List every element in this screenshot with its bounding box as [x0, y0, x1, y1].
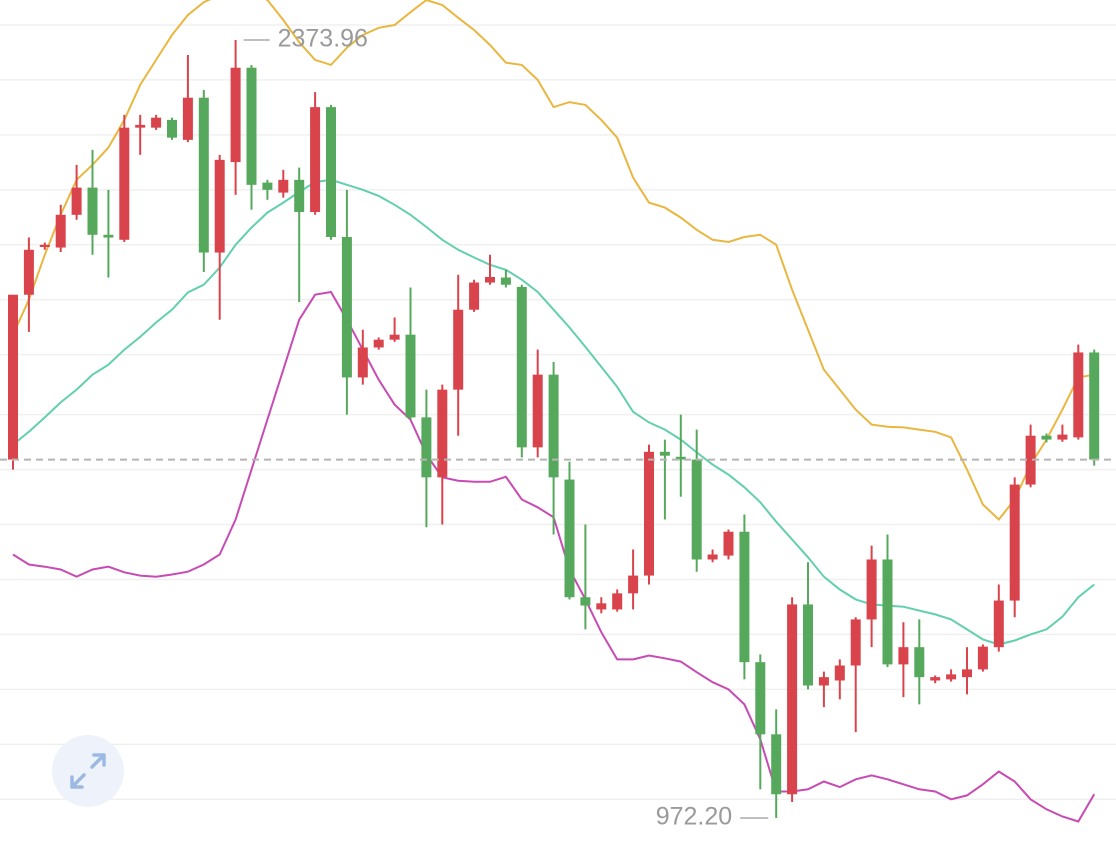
candle-body: [993, 600, 1004, 648]
candle-body: [930, 677, 941, 681]
candle-body: [341, 237, 352, 378]
candle-body: [1041, 435, 1052, 440]
band-line: [12, 0, 1095, 521]
candle-body: [771, 734, 782, 795]
candle-body: [962, 669, 972, 678]
candle-body: [787, 604, 798, 795]
candle-body: [834, 665, 845, 681]
candle-body: [119, 127, 130, 240]
candle-body: [755, 662, 766, 735]
candle-body: [357, 347, 368, 378]
candle-body: [39, 244, 50, 247]
candle-body: [628, 575, 639, 594]
candle-body: [818, 677, 829, 686]
grid: [0, 24, 1116, 801]
candle-body: [675, 456, 686, 460]
candle-body: [739, 531, 750, 663]
candle-body: [246, 67, 257, 185]
expand-button-bg[interactable]: [52, 735, 124, 807]
candle-body: [421, 417, 432, 478]
candle-body: [469, 282, 480, 310]
candle-body: [866, 559, 877, 620]
candle-body: [612, 593, 623, 610]
candle-body: [437, 389, 448, 478]
candle-body: [23, 249, 34, 295]
candle-body: [151, 117, 162, 128]
candle-body: [1025, 435, 1036, 485]
candle-body: [500, 277, 511, 285]
candle-body: [723, 531, 734, 556]
candle-body: [977, 646, 988, 670]
expand-button[interactable]: [52, 735, 124, 807]
candle-body: [516, 286, 527, 448]
candle-body: [87, 187, 98, 235]
candle-body: [564, 479, 575, 598]
candle-body: [103, 234, 114, 238]
expand-icon[interactable]: [70, 753, 106, 789]
candle-body: [850, 619, 861, 666]
candle-body: [135, 124, 146, 128]
candle-body: [644, 451, 654, 576]
candle-body: [707, 554, 718, 560]
candle-body: [898, 647, 909, 665]
candle-body: [1089, 352, 1100, 460]
candle-body: [659, 451, 670, 456]
candle-body: [803, 604, 813, 686]
candle-body: [946, 674, 957, 680]
candle-body: [532, 374, 543, 448]
candle-body: [8, 294, 18, 460]
candle-body: [580, 597, 591, 606]
candle-body: [230, 67, 241, 163]
candles: [0, 39, 1116, 819]
candle-body: [548, 374, 559, 478]
candle-body: [882, 559, 893, 665]
candle-body: [294, 179, 305, 213]
candle-body: [326, 107, 336, 238]
band-line: [12, 178, 1095, 646]
candle-body: [914, 647, 925, 678]
candle-body: [453, 309, 464, 390]
candle-body: [1009, 484, 1020, 601]
annotations: 2373.96 972.20: [243, 25, 769, 831]
candle-body: [71, 187, 82, 215]
candle-body: [214, 159, 225, 253]
candle-body: [596, 603, 607, 610]
candle-body: [373, 339, 384, 348]
candle-body: [262, 182, 273, 190]
candle-body: [405, 334, 416, 418]
max-label: 2373.96: [278, 25, 368, 53]
candle-body: [198, 97, 209, 253]
candle-body: [278, 179, 289, 193]
candle-body: [389, 334, 400, 340]
candle-body: [1073, 352, 1084, 438]
candle-body: [485, 276, 495, 283]
candle-body: [167, 119, 177, 138]
candle-body: [310, 107, 321, 213]
candle-body: [1057, 434, 1068, 440]
min-label: 972.20: [656, 803, 732, 831]
candle-body: [182, 97, 193, 140]
candle-body: [691, 459, 702, 560]
candle-body: [55, 214, 66, 248]
